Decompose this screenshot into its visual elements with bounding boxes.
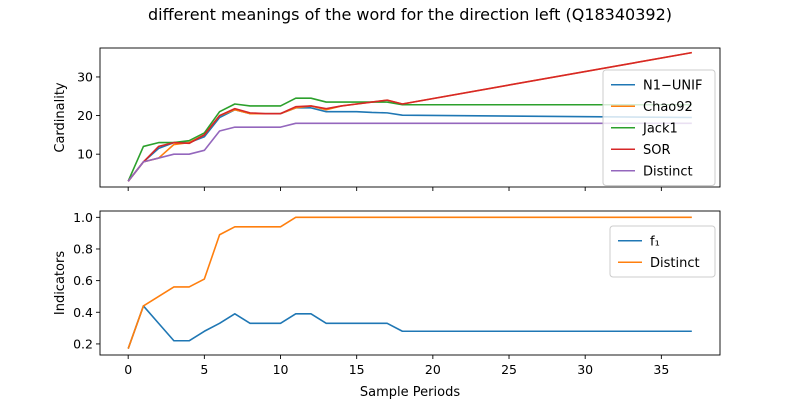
series-line-4	[127, 122, 692, 182]
series-line-1	[127, 216, 692, 349]
series-line-0	[127, 305, 692, 349]
chart-title: different meanings of the word for the d…	[148, 5, 672, 24]
legend-label: f₁	[650, 234, 660, 249]
y-tick-label: 20	[77, 108, 93, 123]
x-tick-label: 5	[200, 362, 208, 377]
legend-box	[609, 225, 716, 278]
y-tick-label: 0.6	[73, 273, 93, 288]
y-tick-label: 0.4	[73, 305, 93, 320]
indicators-panel: 0 5 10 15 20 25 30 35 0.2 0.4 0.6 0.8 1.0 Indicators S…	[53, 210, 721, 400]
y-tick-label: 10	[77, 147, 93, 162]
x-tick-label: 30	[577, 362, 593, 377]
legend-label: Distinct	[643, 164, 693, 179]
legend-box	[602, 69, 716, 186]
series-line-3	[127, 51, 692, 182]
y-axis-label: Cardinality	[53, 82, 68, 153]
x-tick-label: 0	[124, 362, 132, 377]
y-tick-label: 1.0	[73, 210, 93, 225]
x-tick-label: 20	[425, 362, 441, 377]
y-tick-label: 0.2	[73, 336, 93, 351]
x-tick-label: 10	[273, 362, 289, 377]
axes-frame	[99, 210, 721, 356]
cardinality-panel: 10 20 30 Cardinality N1−UNIF Chao92 Jack1 SOR Di…	[53, 47, 721, 191]
y-axis-label: Indicators	[53, 251, 68, 315]
x-tick-label: 25	[501, 362, 517, 377]
legend-label: Distinct	[650, 256, 700, 271]
y-tick-label: 0.8	[73, 241, 93, 256]
y-tick-label: 30	[77, 69, 93, 84]
legend-label: SOR	[643, 143, 671, 158]
x-tick-label: 15	[349, 362, 365, 377]
axes-frame	[99, 47, 721, 188]
x-axis-label: Sample Periods	[360, 385, 460, 400]
legend-label: N1−UNIF	[643, 78, 702, 93]
legend-label: Chao92	[643, 100, 693, 115]
legend-label: Jack1	[642, 121, 678, 136]
x-tick-label: 35	[653, 362, 669, 377]
